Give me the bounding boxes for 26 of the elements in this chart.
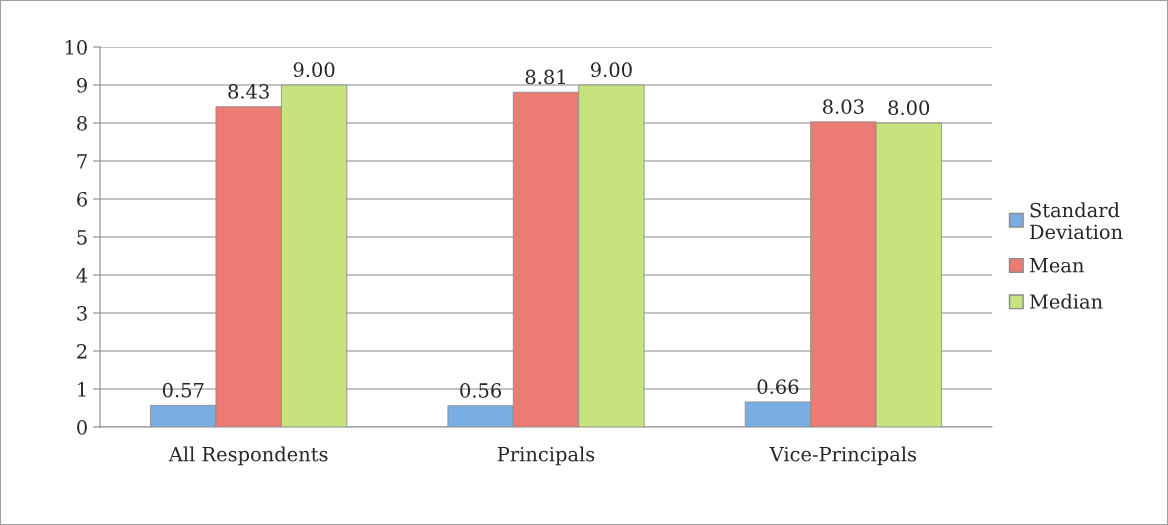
x-tick-label: Principals — [497, 446, 595, 466]
legend-label: Standard Deviation — [1030, 202, 1123, 240]
y-tick-label: 0 — [77, 419, 87, 435]
data-label: 0.57 — [162, 382, 204, 398]
data-label: 9.00 — [590, 62, 632, 78]
data-label: 9.00 — [293, 62, 335, 78]
data-label: 8.43 — [228, 84, 269, 99]
data-label: 8.00 — [888, 100, 930, 116]
y-tick-label: 2 — [77, 343, 87, 359]
data-label: 0.66 — [757, 379, 799, 394]
x-tick-label: All Respondents — [168, 446, 328, 466]
y-tick-label: 8 — [77, 115, 87, 131]
y-tick-label: 4 — [76, 267, 88, 283]
data-label: 8.03 — [822, 99, 864, 114]
y-tick-label: 9 — [77, 77, 87, 93]
data-label: 8.81 — [525, 69, 565, 85]
y-tick-label: 7 — [77, 154, 87, 169]
y-tick-label: 6 — [77, 191, 87, 207]
y-tick-label: 3 — [77, 305, 87, 321]
legend-label: Mean — [1029, 258, 1084, 273]
data-label: 0.56 — [460, 383, 502, 398]
y-tick-label: 10 — [65, 39, 87, 55]
y-tick-label: 5 — [77, 230, 87, 245]
y-tick-label: 1 — [78, 381, 86, 397]
legend-label: Median — [1029, 293, 1103, 309]
x-tick-label: Vice-Principals — [769, 446, 917, 466]
